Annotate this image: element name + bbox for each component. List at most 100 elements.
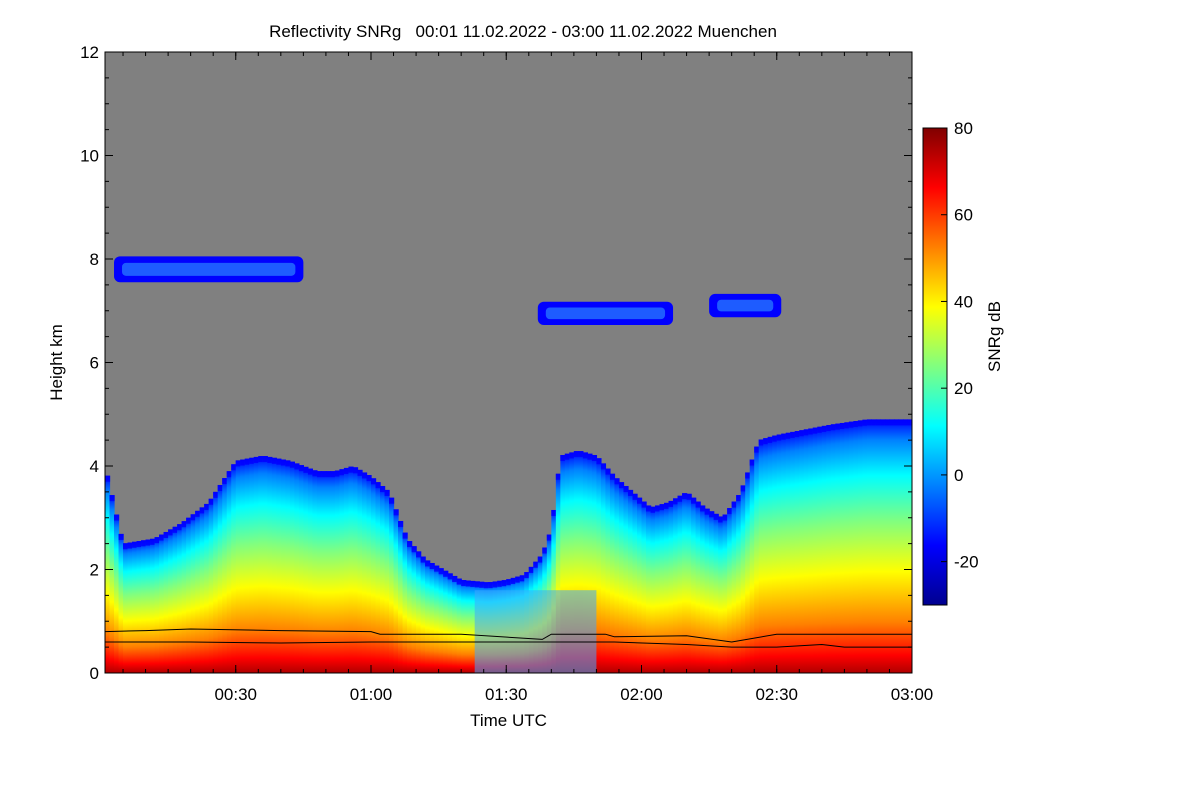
cloud-edge	[244, 458, 250, 465]
cloud-column	[609, 473, 616, 673]
cloud-edge	[222, 478, 228, 485]
cloud-column	[276, 458, 282, 673]
cloud-column	[871, 419, 877, 673]
y-tick-label: 6	[90, 354, 99, 373]
cloud-edge	[605, 468, 611, 475]
cloud-column	[781, 433, 787, 673]
cloud-column	[587, 453, 593, 673]
cloud-edge	[704, 508, 710, 515]
cloud-edge	[785, 432, 791, 439]
cloud-edge	[294, 463, 300, 470]
cloud-edge	[461, 580, 467, 587]
cloud-edge	[871, 419, 877, 426]
cloud-column	[772, 435, 778, 673]
cloud-edge	[307, 468, 313, 475]
cloud-edge	[190, 514, 196, 521]
cloud-edge	[767, 436, 773, 443]
cloud-column	[190, 514, 196, 673]
cloud-column	[673, 498, 679, 673]
cloud-edge	[812, 427, 818, 434]
cloud-column	[564, 453, 570, 673]
cloud-column	[411, 546, 417, 673]
cloud-column	[244, 458, 250, 673]
cloud-edge	[452, 575, 458, 582]
cloud-edge	[866, 419, 873, 426]
cloud-column	[839, 422, 845, 673]
cloud-column	[172, 526, 178, 673]
cloud-edge	[830, 424, 836, 431]
cloud-edge	[632, 493, 638, 500]
cloud-column	[334, 470, 341, 673]
cloud-edge	[325, 471, 332, 478]
cloud-column	[785, 432, 791, 673]
cloud-edge	[709, 511, 715, 518]
cloud-column	[145, 539, 151, 673]
cloud-edge	[794, 431, 800, 438]
y-tick-label: 8	[90, 250, 99, 269]
cloud-column	[330, 471, 336, 673]
colorbar-tick-label: 0	[954, 466, 963, 485]
cloud-edge	[749, 459, 755, 466]
cloud-edge	[361, 472, 368, 479]
cloud-column	[636, 497, 643, 673]
cloud-edge	[420, 556, 426, 563]
cloud-edge	[614, 478, 620, 485]
cloud-column	[722, 514, 728, 673]
cloud-edge	[857, 420, 864, 427]
cloud-edge	[258, 456, 264, 463]
cloud-column	[862, 419, 868, 673]
cloud-column	[736, 495, 742, 673]
cloud-edge	[380, 486, 386, 493]
cloud-column	[591, 455, 598, 673]
cloud-column	[141, 540, 147, 673]
cloud-column	[262, 456, 268, 673]
cloud-edge	[835, 423, 841, 430]
cloud-column	[830, 424, 836, 673]
cloud-edge	[600, 463, 607, 470]
cloud-column	[240, 459, 246, 673]
cloud-edge	[411, 546, 417, 553]
cloud-column	[740, 485, 746, 673]
cloud-edge	[497, 580, 503, 587]
cloud-column	[384, 489, 390, 673]
cloud-edge	[884, 419, 891, 426]
cloud-edge	[240, 459, 246, 466]
cloud-edge	[172, 526, 178, 533]
cloud-column	[907, 419, 912, 673]
cloud-edge	[343, 467, 350, 474]
cloud-column	[618, 482, 625, 673]
cloud-edge	[848, 421, 854, 428]
cloud-column	[902, 419, 909, 673]
cloud-edge	[691, 497, 697, 504]
cloud-column	[465, 580, 471, 673]
cloud-edge	[799, 430, 805, 437]
colorbar-gradient-bar	[922, 127, 948, 606]
cloud-column	[713, 513, 719, 673]
cloud-edge	[542, 547, 548, 554]
cloud-column	[361, 472, 368, 673]
cloud-column	[596, 458, 602, 673]
cloud-edge	[280, 459, 286, 466]
cloud-edge	[618, 482, 625, 489]
upper-cloud-core	[122, 262, 296, 276]
cloud-column	[249, 457, 255, 673]
cloud-column	[253, 456, 259, 673]
cloud-edge	[366, 475, 372, 482]
cloud-edge	[416, 551, 422, 558]
cloud-column	[763, 438, 769, 673]
cloud-column	[213, 491, 219, 673]
cloud-edge	[623, 486, 629, 493]
cloud-column	[154, 537, 160, 673]
cloud-edge	[582, 452, 588, 459]
cloud-edge	[655, 505, 661, 512]
cloud-edge	[226, 471, 232, 478]
cloud-edge	[114, 514, 120, 521]
cloud-column	[370, 478, 377, 673]
cloud-edge	[393, 509, 399, 516]
cloud-edge	[524, 572, 530, 579]
cloud-edge	[596, 458, 602, 465]
cloud-edge	[154, 537, 160, 544]
cloud-edge	[745, 472, 751, 479]
cloud-edge	[551, 509, 557, 516]
cloud-column	[380, 486, 386, 673]
